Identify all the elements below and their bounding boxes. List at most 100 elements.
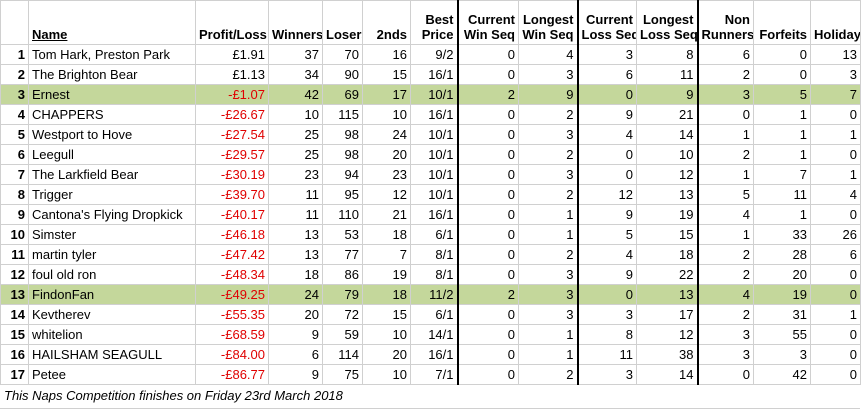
value-cell: 6 [810, 244, 861, 265]
value-cell: 18 [268, 264, 323, 285]
column-header: Longest Win Seq [518, 0, 578, 45]
value-cell: 11 [753, 184, 811, 205]
value-cell: 1 [518, 324, 578, 345]
table-row: 17 Petee -£86.77 9 75 10 7/1 0 2 3 14 0 42 0 [0, 364, 861, 385]
value-cell: 55 [753, 324, 811, 345]
table-row: 6 Leegull -£29.57 25 98 20 10/1 0 2 0 10 2 1 0 [0, 144, 861, 165]
value-cell: 4 [518, 44, 578, 65]
value-cell: 13 [636, 284, 698, 305]
value-cell: 21 [636, 104, 698, 125]
rank-cell: 17 [0, 364, 29, 385]
name-cell: FindonFan [28, 284, 196, 305]
value-cell: -£46.18 [195, 224, 269, 245]
value-cell: 0 [810, 264, 861, 285]
value-cell: 95 [322, 184, 363, 205]
value-cell: 1 [810, 164, 861, 185]
value-cell: 9 [636, 84, 698, 105]
column-header: Name [28, 0, 196, 45]
value-cell: 4 [576, 124, 637, 145]
value-cell: 20 [268, 304, 323, 325]
table-row: 9 Cantona's Flying Dropkick -£40.17 11 110 21… [0, 204, 861, 225]
value-cell: 18 [362, 284, 411, 305]
value-cell: 6 [268, 344, 323, 365]
value-cell: 8 [576, 324, 637, 345]
value-cell: 7 [810, 84, 861, 105]
footer-note: This Naps Competition finishes on Friday… [0, 385, 860, 409]
value-cell: 21 [362, 204, 411, 225]
header-line: Loss Seq [640, 27, 698, 42]
name-cell: Kevtherev [28, 304, 196, 325]
value-cell: 0 [456, 224, 519, 245]
value-cell: 10/1 [410, 84, 458, 105]
value-cell: 2 [518, 144, 578, 165]
value-cell: 1 [753, 144, 811, 165]
value-cell: 9 [268, 324, 323, 345]
header-line: Loss Seq [581, 27, 637, 42]
rank-cell: 1 [0, 44, 29, 65]
value-cell: 0 [456, 344, 519, 365]
rank-cell: 9 [0, 204, 29, 225]
value-cell: 13 [268, 244, 323, 265]
value-cell: 10 [362, 324, 411, 345]
value-cell: 15 [362, 64, 411, 85]
table-row: 2 The Brighton Bear £1.13 34 90 15 16/1 0 3 6 11 2 0… [0, 64, 861, 85]
value-cell: 98 [322, 124, 363, 145]
value-cell: 15 [362, 304, 411, 325]
value-cell: 1 [518, 204, 578, 225]
value-cell: 4 [576, 244, 637, 265]
value-cell: 10 [636, 144, 698, 165]
column-header: Best Price [410, 0, 458, 45]
value-cell: 1 [696, 224, 754, 245]
value-cell: 5 [753, 84, 811, 105]
header-line: Forfeits [759, 27, 807, 42]
value-cell: 4 [696, 204, 754, 225]
value-cell: 6/1 [410, 304, 458, 325]
value-cell: 6/1 [410, 224, 458, 245]
value-cell: 9/2 [410, 44, 458, 65]
value-cell: 0 [456, 124, 519, 145]
value-cell: 13 [268, 224, 323, 245]
value-cell: 11 [576, 344, 637, 365]
column-header: Holiday [810, 0, 861, 45]
value-cell: 4 [810, 184, 861, 205]
value-cell: 0 [456, 44, 519, 65]
name-cell: The Larkfield Bear [28, 164, 196, 185]
value-cell: 19 [753, 284, 811, 305]
value-cell: 19 [636, 204, 698, 225]
value-cell: -£84.00 [195, 344, 269, 365]
value-cell: 3 [518, 264, 578, 285]
table-row: 14 Kevtherev -£55.35 20 72 15 6/1 0 3 3 17 2 31 1 [0, 304, 861, 325]
value-cell: 9 [576, 104, 637, 125]
value-cell: 0 [753, 44, 811, 65]
value-cell: 12 [362, 184, 411, 205]
value-cell: 72 [322, 304, 363, 325]
header-line: Losers [326, 27, 362, 42]
value-cell: 10 [362, 104, 411, 125]
value-cell: 0 [456, 304, 519, 325]
value-cell: 2 [518, 104, 578, 125]
value-cell: 9 [268, 364, 323, 385]
value-cell: 14 [636, 364, 698, 385]
value-cell: 2 [696, 244, 754, 265]
value-cell: 25 [268, 144, 323, 165]
name-cell: Ernest [28, 84, 196, 105]
value-cell: 9 [576, 264, 637, 285]
value-cell: 12 [636, 324, 698, 345]
value-cell: 1 [696, 164, 754, 185]
value-cell: 20 [753, 264, 811, 285]
value-cell: 10 [362, 364, 411, 385]
rank-cell: 13 [0, 284, 29, 305]
table-row: 7 The Larkfield Bear -£30.19 23 94 23 10/1 0 3 0 1… [0, 164, 861, 185]
value-cell: 5 [576, 224, 637, 245]
column-header: Profit/Loss [195, 0, 269, 45]
value-cell: 3 [518, 64, 578, 85]
rank-header [0, 0, 29, 45]
value-cell: 23 [268, 164, 323, 185]
header-line: 2nds [376, 27, 407, 42]
table-body: 1 Tom Hark, Preston Park £1.91 37 70 16 9/2 0 4 3… [0, 44, 861, 385]
value-cell: 2 [696, 64, 754, 85]
value-cell: 18 [636, 244, 698, 265]
name-cell: whitelion [28, 324, 196, 345]
table-row: 1 Tom Hark, Preston Park £1.91 37 70 16 9/2 0 4 3… [0, 44, 861, 65]
